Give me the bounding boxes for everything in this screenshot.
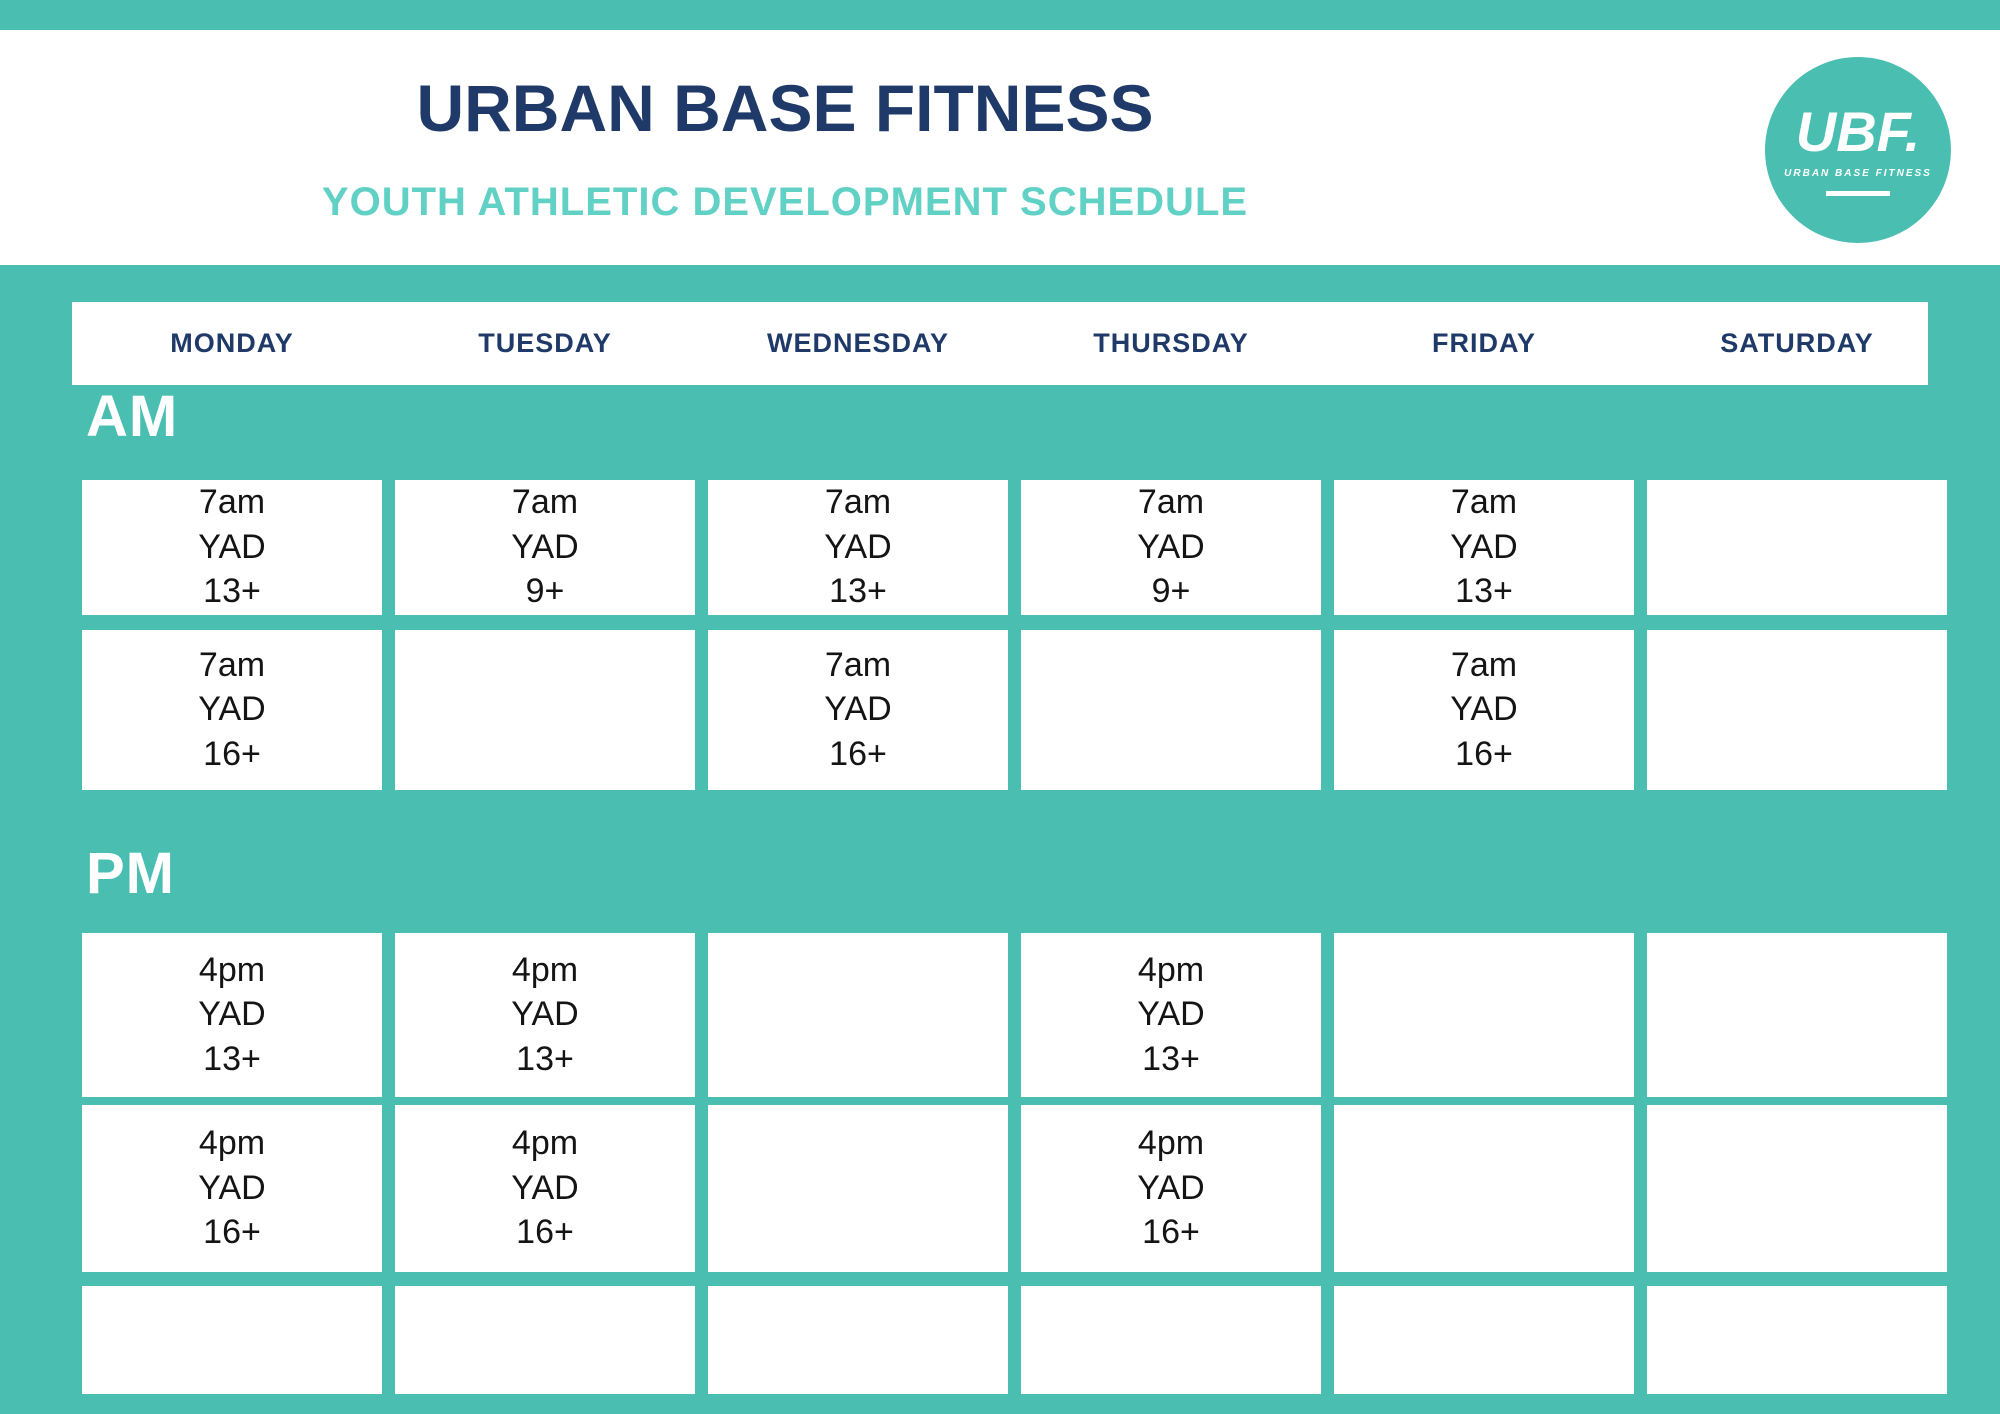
day-header-row: MONDAY TUESDAY WEDNESDAY THURSDAY FRIDAY SATU… xyxy=(82,302,1947,385)
cell-line: 9+ xyxy=(525,572,565,611)
schedule-cell-empty xyxy=(708,1286,1008,1394)
schedule-cell: 7am YAD 13+ xyxy=(708,480,1008,615)
header-band: URBAN BASE FITNESS YOUTH ATHLETIC DEVELO… xyxy=(0,30,2000,265)
schedule-cell-empty xyxy=(1647,1286,1947,1394)
schedule-cell-empty xyxy=(1334,933,1634,1097)
schedule-cell: 4pm YAD 13+ xyxy=(395,933,695,1097)
cell-line: YAD xyxy=(198,1168,266,1207)
cell-line: YAD xyxy=(1137,1168,1205,1207)
day-label: FRIDAY xyxy=(1431,328,1537,358)
day-label: MONDAY xyxy=(170,328,294,358)
cell-line: YAD xyxy=(1137,527,1205,566)
cell-line: 16+ xyxy=(516,1213,574,1252)
cell-line: 16+ xyxy=(1142,1213,1200,1252)
schedule-cell-empty xyxy=(1647,933,1947,1097)
cell-line: 13+ xyxy=(1142,1039,1200,1078)
cell-line: 7am xyxy=(1450,645,1518,684)
schedule-cell: 7am YAD 13+ xyxy=(82,480,382,615)
cell-line: YAD xyxy=(1450,527,1518,566)
cell-line: 13+ xyxy=(829,572,887,611)
schedule-cell-empty xyxy=(708,1105,1008,1272)
cell-line: YAD xyxy=(198,527,266,566)
schedule-cell: 4pm YAD 13+ xyxy=(1021,933,1321,1097)
cell-line: 9+ xyxy=(1151,572,1191,611)
cell-line: 7am xyxy=(824,483,892,522)
cell-line: 4pm xyxy=(1137,950,1205,989)
pm-row-2: 4pm YAD 16+ 4pm YAD 16+ 4pm YAD 16+ xyxy=(82,1105,1947,1272)
pm-row-1: 4pm YAD 13+ 4pm YAD 13+ 4pm YAD 13+ xyxy=(82,933,1947,1097)
page-subtitle: YOUTH ATHLETIC DEVELOPMENT SCHEDULE xyxy=(321,180,1249,224)
cell-line: 16+ xyxy=(203,734,261,773)
cell-line: 4pm xyxy=(198,950,266,989)
cell-line: YAD xyxy=(1450,690,1518,729)
logo-acronym: UBF. xyxy=(1795,100,1921,163)
cell-line: YAD xyxy=(198,690,266,729)
day-label: TUESDAY xyxy=(478,328,612,358)
schedule-cell: 7am YAD 16+ xyxy=(708,630,1008,790)
cell-line: YAD xyxy=(511,527,579,566)
schedule-cell-empty xyxy=(708,933,1008,1097)
logo-underline xyxy=(1826,191,1890,196)
cell-line: 13+ xyxy=(516,1039,574,1078)
schedule-cell-empty xyxy=(395,630,695,790)
cell-line: YAD xyxy=(198,995,266,1034)
ubf-logo: UBF. URBAN BASE FITNESS xyxy=(1765,57,1951,243)
schedule-cell-empty xyxy=(1334,1286,1634,1394)
am-row-1: 7am YAD 13+ 7am YAD 9+ 7am YAD 13+ 7am YAD 9+ 7am YAD… xyxy=(82,480,1947,615)
cell-line: YAD xyxy=(511,995,579,1034)
cell-line: 7am xyxy=(198,483,266,522)
cell-line: YAD xyxy=(1137,995,1205,1034)
schedule-cell: 7am YAD 16+ xyxy=(82,630,382,790)
day-label: THURSDAY xyxy=(1093,328,1249,358)
pm-section-label: PM xyxy=(86,841,175,906)
schedule-cell: 7am YAD 9+ xyxy=(1021,480,1321,615)
schedule-cell-empty xyxy=(1021,1286,1321,1394)
cell-line: 16+ xyxy=(829,734,887,773)
cell-line: 7am xyxy=(198,645,266,684)
cell-line: YAD xyxy=(511,1168,579,1207)
logo-name: URBAN BASE FITNESS xyxy=(1784,168,1932,179)
schedule-cell-empty xyxy=(1021,630,1321,790)
cell-line: 7am xyxy=(511,483,579,522)
cell-line: 4pm xyxy=(511,950,579,989)
cell-line: 7am xyxy=(1450,483,1518,522)
schedule-cell-empty xyxy=(395,1286,695,1394)
cell-line: 16+ xyxy=(1455,734,1513,773)
am-section-label: AM xyxy=(86,384,179,449)
cell-line: 7am xyxy=(824,645,892,684)
schedule-cell-empty xyxy=(1647,480,1947,615)
schedule-cell: 7am YAD 13+ xyxy=(1334,480,1634,615)
cell-line: 4pm xyxy=(511,1124,579,1163)
schedule-cell-empty xyxy=(1647,1105,1947,1272)
cell-line: 13+ xyxy=(203,572,261,611)
schedule-cell: 4pm YAD 16+ xyxy=(1021,1105,1321,1272)
schedule-cell: 4pm YAD 16+ xyxy=(82,1105,382,1272)
cell-line: 4pm xyxy=(1137,1124,1205,1163)
cell-line: YAD xyxy=(824,690,892,729)
cell-line: 16+ xyxy=(203,1213,261,1252)
extra-empty-row xyxy=(82,1286,1947,1394)
schedule-cell: 7am YAD 9+ xyxy=(395,480,695,615)
cell-line: YAD xyxy=(824,527,892,566)
page-title: URBAN BASE FITNESS xyxy=(416,71,1154,145)
day-header-bar: MONDAY TUESDAY WEDNESDAY THURSDAY FRIDAY SATU… xyxy=(72,302,1928,385)
schedule-cell: 4pm YAD 16+ xyxy=(395,1105,695,1272)
cell-line: 4pm xyxy=(198,1124,266,1163)
schedule-cell: 7am YAD 16+ xyxy=(1334,630,1634,790)
cell-line: 13+ xyxy=(1455,572,1513,611)
cell-line: 13+ xyxy=(203,1039,261,1078)
day-label: WEDNESDAY xyxy=(766,328,950,358)
cell-line: 7am xyxy=(1137,483,1205,522)
day-label: SATURDAY xyxy=(1720,328,1874,358)
schedule-cell: 4pm YAD 13+ xyxy=(82,933,382,1097)
am-row-2: 7am YAD 16+ 7am YAD 16+ 7am YAD 16+ xyxy=(82,630,1947,790)
schedule-cell-empty xyxy=(1647,630,1947,790)
schedule-cell-empty xyxy=(1334,1105,1634,1272)
schedule-cell-empty xyxy=(82,1286,382,1394)
